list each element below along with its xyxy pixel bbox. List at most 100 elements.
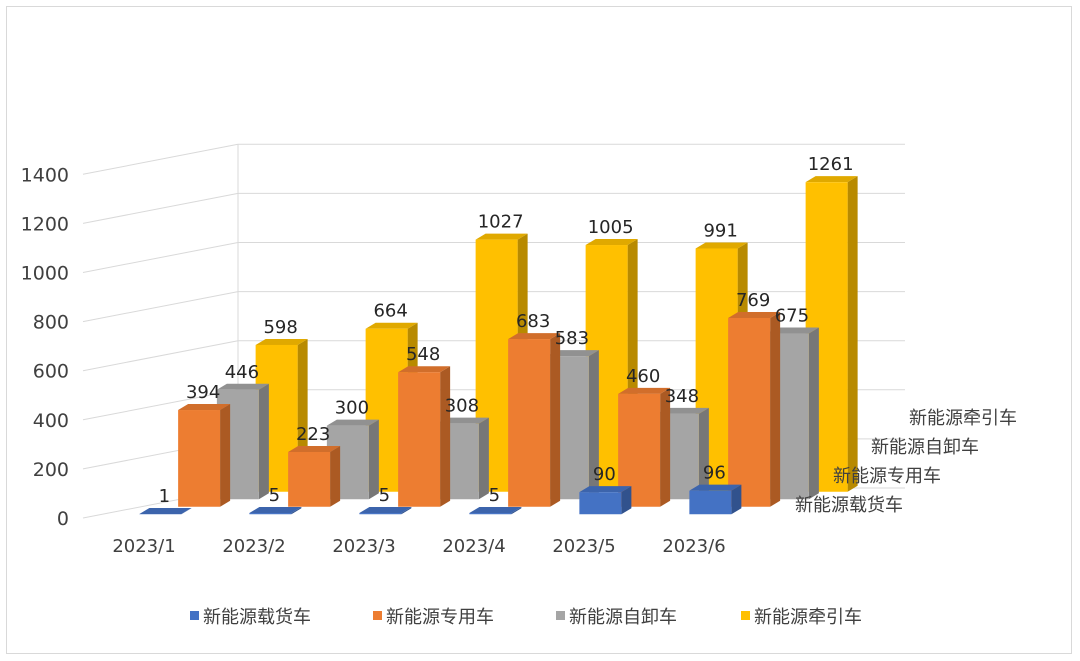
bar-front xyxy=(288,452,331,507)
bar-front xyxy=(398,372,441,507)
data-label: 991 xyxy=(703,220,737,241)
data-label: 769 xyxy=(736,290,770,311)
bar-side xyxy=(770,311,781,507)
bar-front xyxy=(469,513,512,515)
data-label: 683 xyxy=(516,311,550,332)
bar xyxy=(249,507,302,515)
bar xyxy=(139,508,192,515)
bar-side xyxy=(660,387,671,507)
data-label: 446 xyxy=(225,362,259,383)
data-label: 96 xyxy=(703,463,726,484)
legend-swatch xyxy=(556,611,565,620)
legend-label: 新能源牵引车 xyxy=(754,607,862,628)
bar-top xyxy=(326,419,379,426)
bar-front xyxy=(178,410,221,507)
bar-top xyxy=(805,176,858,183)
bar-side xyxy=(621,486,632,515)
bar-front xyxy=(359,513,402,515)
legend-label: 新能源载货车 xyxy=(203,607,311,628)
bar-top xyxy=(288,446,341,453)
bar-side xyxy=(847,176,858,492)
data-label: 5 xyxy=(489,485,500,506)
gridline-side xyxy=(82,340,239,372)
bar-side xyxy=(550,333,561,507)
gridline-side xyxy=(82,291,239,323)
category-label: 2023/2 xyxy=(222,536,285,557)
data-label: 548 xyxy=(406,344,440,365)
bar-top xyxy=(689,484,742,491)
bar-side xyxy=(330,446,341,507)
y-tick-labels: 0 200 400 600 800 1000 1200 1400 xyxy=(21,164,69,530)
bar-top xyxy=(585,239,638,246)
series-axis-label: 新能源牵引车 xyxy=(909,408,1017,429)
bar xyxy=(398,366,451,507)
legend-swatch xyxy=(373,611,382,620)
data-label: 1261 xyxy=(808,154,854,175)
legend-swatch xyxy=(190,611,199,620)
legend-label: 新能源自卸车 xyxy=(569,607,677,628)
bar-side xyxy=(291,507,302,515)
bar-front xyxy=(689,490,732,515)
y-tick-label: 400 xyxy=(33,410,69,432)
bar-side xyxy=(511,507,522,515)
chart-frame xyxy=(6,6,1072,654)
category-label: 2023/6 xyxy=(662,536,725,557)
bar-side xyxy=(368,419,379,500)
bar-top xyxy=(475,233,528,240)
bar-side xyxy=(731,484,742,515)
bar-top xyxy=(728,311,781,318)
bars xyxy=(139,176,858,515)
bar-top xyxy=(359,507,412,514)
y-tick-label: 200 xyxy=(33,459,69,481)
bar-top xyxy=(365,322,418,329)
bar-side xyxy=(181,508,192,515)
data-label: 675 xyxy=(775,306,809,327)
bar xyxy=(508,333,561,507)
bar xyxy=(178,404,231,507)
data-label: 5 xyxy=(269,485,280,506)
series-axis-label: 新能源自卸车 xyxy=(871,437,979,458)
depth-axis-labels: 新能源载货车 新能源专用车 新能源自卸车 新能源牵引车 xyxy=(795,408,1017,516)
bar xyxy=(579,486,632,515)
legend-item: 新能源专用车 xyxy=(373,607,494,628)
y-tick-label: 800 xyxy=(33,312,69,334)
legend: 新能源载货车 新能源专用车 新能源自卸车 新能源牵引车 xyxy=(190,607,862,628)
data-label: 1027 xyxy=(478,212,524,233)
data-label: 583 xyxy=(555,328,589,349)
category-label: 2023/1 xyxy=(112,536,175,557)
data-label: 664 xyxy=(373,301,407,322)
bar-top xyxy=(618,387,671,394)
category-labels: 2023/1 2023/2 2023/3 2023/4 2023/5 2023/6 xyxy=(112,536,725,557)
bar xyxy=(359,507,412,515)
data-label: 308 xyxy=(445,396,479,417)
legend-item: 新能源牵引车 xyxy=(741,607,862,628)
bar-side xyxy=(440,366,451,507)
data-label: 90 xyxy=(593,464,616,485)
y-tick-label: 0 xyxy=(57,508,69,530)
bar xyxy=(436,417,489,500)
bar-side xyxy=(808,327,819,500)
y-tick-label: 600 xyxy=(33,361,69,383)
bar-top xyxy=(249,507,302,514)
legend-swatch xyxy=(741,611,750,620)
gridline-side xyxy=(82,389,239,421)
bar xyxy=(689,484,742,515)
bar-side xyxy=(258,383,269,500)
category-label: 2023/4 xyxy=(442,536,505,557)
legend-label: 新能源专用车 xyxy=(386,607,494,628)
gridline-side xyxy=(82,143,239,175)
gridline-side xyxy=(82,242,239,273)
data-label: 460 xyxy=(626,366,660,387)
bar-front xyxy=(728,317,771,507)
gridline-side xyxy=(82,192,239,224)
bar-top xyxy=(216,383,269,390)
data-label: 223 xyxy=(296,424,330,445)
y-tick-label: 1000 xyxy=(21,263,69,285)
legend-item: 新能源自卸车 xyxy=(556,607,677,628)
bar-top xyxy=(398,366,451,373)
bar-side xyxy=(478,417,489,500)
category-label: 2023/3 xyxy=(332,536,395,557)
bar xyxy=(469,507,522,515)
y-tick-label: 1200 xyxy=(21,213,69,235)
